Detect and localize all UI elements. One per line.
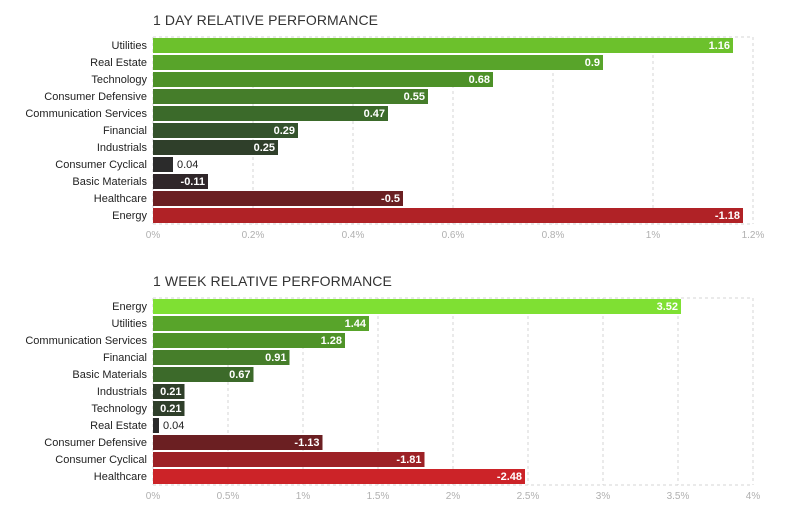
- bar[interactable]: [153, 316, 369, 331]
- data-label: 0.25: [254, 142, 275, 154]
- category-label: Real Estate: [90, 57, 147, 69]
- bar[interactable]: [153, 157, 173, 172]
- data-label: 0.21: [160, 403, 181, 415]
- bar[interactable]: [153, 384, 185, 399]
- x-tick-label: 0%: [146, 230, 161, 241]
- x-tick-label: 0.6%: [442, 230, 465, 241]
- bar[interactable]: [153, 191, 403, 206]
- data-label: 0.47: [364, 108, 385, 120]
- bar[interactable]: [153, 208, 743, 223]
- chart-1day-plot: 0% 0.2% 0.4% 0.6% 0.8% 1% 1.2% Utilities 1.16 Rea…: [25, 36, 765, 241]
- chart-title: 1 DAY RELATIVE PERFORMANCE: [153, 12, 379, 28]
- bar[interactable]: [153, 452, 425, 467]
- x-tick-label: 1.2%: [742, 230, 765, 241]
- data-label: -2.48: [497, 471, 522, 483]
- x-tick-label: 0.2%: [242, 230, 265, 241]
- data-label: -0.11: [181, 176, 205, 188]
- x-tick-label: 2%: [446, 491, 461, 502]
- category-label: Healthcare: [94, 193, 147, 205]
- chart-1week: 1 WEEK RELATIVE PERFORMANCE 0% 0.5% 1% 1.5%…: [0, 273, 795, 508]
- category-label: Technology: [91, 74, 147, 86]
- chart-title: 1 WEEK RELATIVE PERFORMANCE: [153, 273, 392, 289]
- x-tick-label: 1%: [296, 491, 311, 502]
- x-tick-label: 3.5%: [667, 491, 690, 502]
- bar[interactable]: [153, 72, 493, 87]
- bar[interactable]: [153, 174, 208, 189]
- data-label: 1.44: [345, 318, 367, 330]
- category-label: Communication Services: [25, 108, 147, 120]
- category-label: Financial: [103, 352, 147, 364]
- bar[interactable]: [153, 89, 428, 104]
- category-label: Real Estate: [90, 420, 147, 432]
- bar[interactable]: [153, 469, 525, 484]
- category-label: Industrials: [97, 142, 148, 154]
- category-label: Utilities: [112, 40, 148, 52]
- chart-1day: 1 DAY RELATIVE PERFORMANCE 0% 0.2% 0.4% 0.6…: [0, 12, 795, 252]
- category-label: Technology: [91, 403, 147, 415]
- x-tick-label: 1.5%: [367, 491, 390, 502]
- bar[interactable]: [153, 299, 681, 314]
- category-label: Energy: [112, 210, 147, 222]
- x-tick-label: 4%: [746, 491, 761, 502]
- data-label: -1.13: [294, 437, 319, 449]
- x-tick-label: 0.8%: [542, 230, 565, 241]
- data-label: 0.29: [274, 125, 295, 137]
- x-tick-label: 0.4%: [342, 230, 365, 241]
- x-tick-label: 0%: [146, 491, 161, 502]
- x-tick-label: 2.5%: [517, 491, 540, 502]
- category-label: Communication Services: [25, 335, 147, 347]
- category-label: Consumer Cyclical: [55, 454, 147, 466]
- category-label: Consumer Defensive: [44, 437, 147, 449]
- data-label: 0.21: [160, 386, 181, 398]
- bar[interactable]: [153, 140, 278, 155]
- category-label: Consumer Defensive: [44, 91, 147, 103]
- bar[interactable]: [153, 55, 603, 70]
- data-label: 3.52: [657, 301, 678, 313]
- data-label: -1.81: [396, 454, 421, 466]
- bar[interactable]: [153, 106, 388, 121]
- data-label: -1.18: [715, 210, 740, 222]
- data-label: 1.28: [321, 335, 342, 347]
- category-label: Energy: [112, 301, 147, 313]
- bar[interactable]: [153, 367, 254, 382]
- data-label: 0.67: [229, 369, 250, 381]
- category-label: Healthcare: [94, 471, 147, 483]
- bar[interactable]: [153, 401, 185, 416]
- bar[interactable]: [153, 123, 298, 138]
- bar[interactable]: [153, 350, 290, 365]
- category-label: Utilities: [112, 318, 148, 330]
- category-label: Basic Materials: [72, 369, 147, 381]
- data-label: 0.55: [404, 91, 425, 103]
- bar[interactable]: [153, 435, 323, 450]
- category-label: Industrials: [97, 386, 148, 398]
- bar[interactable]: [153, 418, 159, 433]
- data-label: -0.5: [381, 193, 400, 205]
- data-label: 0.68: [469, 74, 490, 86]
- data-label: 0.9: [585, 57, 600, 69]
- category-label: Basic Materials: [72, 176, 147, 188]
- data-label: 0.04: [163, 420, 184, 432]
- data-label: 0.91: [265, 352, 286, 364]
- x-tick-label: 0.5%: [217, 491, 240, 502]
- x-tick-label: 3%: [596, 491, 611, 502]
- data-label: 0.04: [177, 159, 198, 171]
- bar[interactable]: [153, 38, 733, 53]
- category-label: Financial: [103, 125, 147, 137]
- category-label: Consumer Cyclical: [55, 159, 147, 171]
- x-tick-label: 1%: [646, 230, 661, 241]
- data-label: 1.16: [709, 40, 730, 52]
- bar[interactable]: [153, 333, 345, 348]
- chart-1week-plot: 0% 0.5% 1% 1.5% 2% 2.5% 3% 3.5% 4% Energy 3.52 Util…: [25, 297, 761, 502]
